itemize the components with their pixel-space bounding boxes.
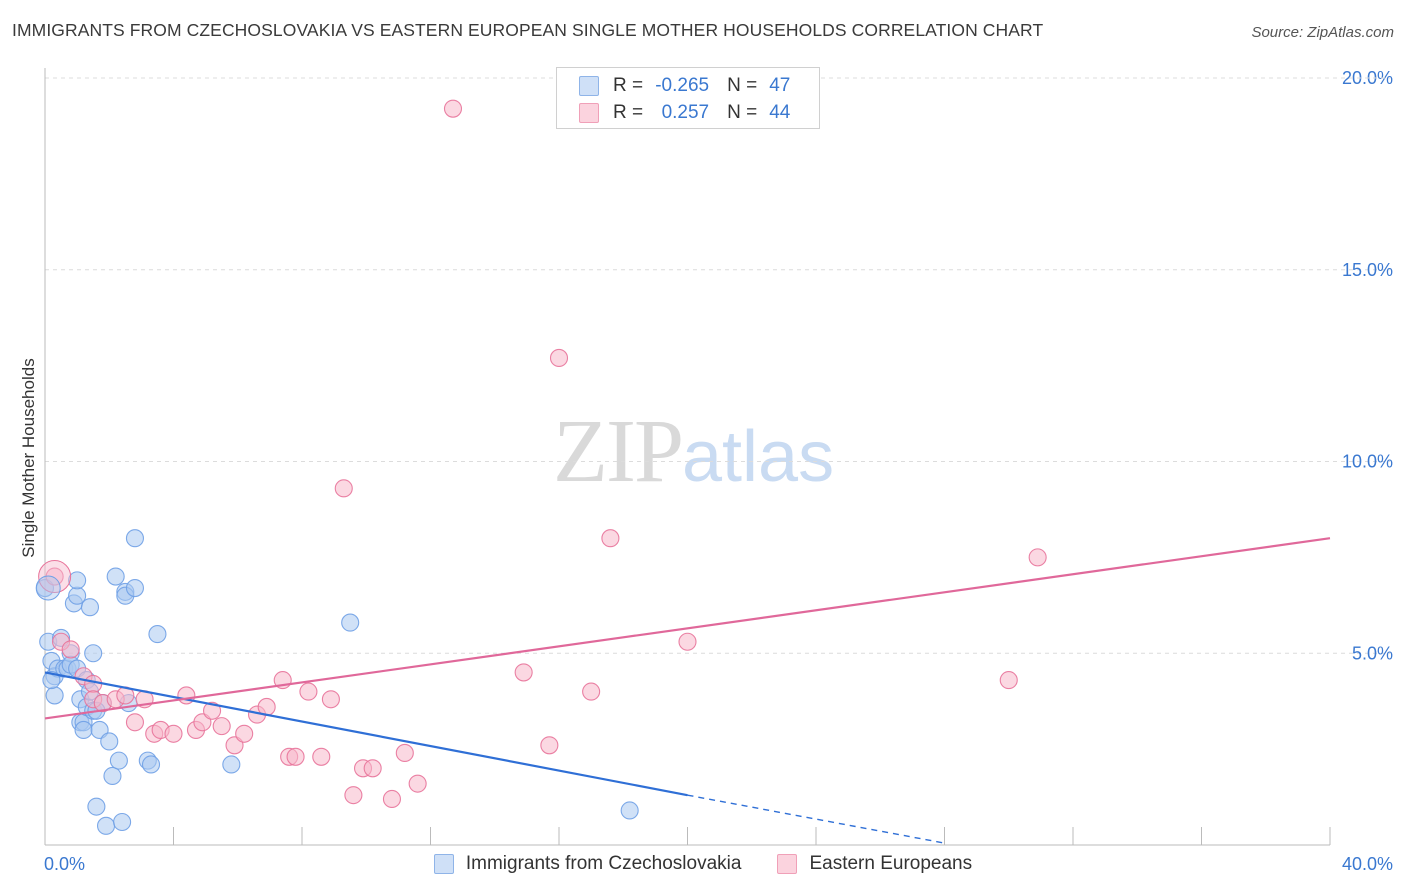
point-czechoslovakia [109, 751, 128, 770]
point-eastern-europeans [443, 99, 463, 118]
point-eastern-europeans [363, 759, 382, 778]
point-czechoslovakia [141, 755, 161, 774]
point-eastern-europeans [549, 348, 569, 368]
watermark: ZIPatlas [553, 400, 834, 503]
point-eastern-europeans [334, 479, 353, 498]
point-eastern-europeans [321, 690, 340, 709]
point-czechoslovakia [148, 625, 167, 644]
point-czechoslovakia [87, 797, 106, 816]
point-czechoslovakia [222, 755, 241, 774]
trend-line-eastern-europeans [44, 537, 1331, 720]
point-eastern-europeans [601, 529, 620, 548]
n-label: N = [727, 102, 758, 123]
point-eastern-europeans [84, 674, 103, 693]
x-tick-label: 0.0% [44, 854, 85, 874]
point-czechoslovakia [35, 575, 61, 601]
legend-item-czechoslovakia: Immigrants from Czechoslovakia [433, 853, 742, 875]
legend-swatch-pink [777, 854, 798, 874]
point-czechoslovakia [45, 686, 64, 705]
source-label: Source: ZipAtlas.com [1251, 24, 1394, 41]
point-czechoslovakia [100, 732, 119, 751]
point-czechoslovakia [84, 644, 103, 663]
point-czechoslovakia [113, 812, 132, 832]
point-czechoslovakia [125, 529, 144, 548]
point-eastern-europeans [286, 747, 305, 766]
point-eastern-europeans [299, 682, 318, 701]
r-value: 0.257 [661, 102, 710, 123]
r-label: R = [613, 102, 644, 123]
point-eastern-europeans [235, 724, 254, 743]
y-tick-label: 10.0% [1342, 452, 1393, 472]
point-czechoslovakia [74, 720, 93, 740]
point-eastern-europeans [408, 774, 427, 793]
point-eastern-europeans [344, 786, 363, 805]
point-czechoslovakia [341, 613, 360, 632]
legend-swatch-blue [579, 76, 599, 96]
watermark-atlas: atlas [682, 417, 835, 497]
point-eastern-europeans [38, 560, 72, 594]
point-czechoslovakia [96, 816, 116, 835]
legend-stats-row-czechoslovakia: R = -0.265 N = 47 [579, 74, 790, 98]
legend-series: Immigrants from Czechoslovakia Eastern E… [0, 850, 1406, 878]
point-czechoslovakia [620, 801, 639, 820]
point-czechoslovakia [125, 579, 144, 598]
y-axis-title: Single Mother Households [19, 358, 38, 558]
point-czechoslovakia [68, 571, 87, 590]
legend-swatch-blue [433, 854, 454, 874]
point-eastern-europeans [395, 743, 414, 763]
point-eastern-europeans [125, 713, 144, 732]
n-value: 47 [769, 75, 791, 96]
x-tick-label: 40.0% [1342, 854, 1393, 874]
chart-title: IMMIGRANTS FROM CZECHOSLOVAKIA VS EASTER… [12, 20, 1044, 40]
point-eastern-europeans [203, 701, 222, 720]
point-czechoslovakia [80, 598, 100, 617]
y-tick-label: 5.0% [1352, 643, 1393, 663]
point-eastern-europeans [514, 663, 533, 682]
point-czechoslovakia [42, 671, 61, 690]
trend-line-czechoslovakia [44, 671, 688, 797]
legend-swatch-pink [579, 103, 599, 123]
watermark-zip: ZIP [553, 402, 684, 501]
legend-label: Eastern Europeans [809, 853, 973, 874]
point-eastern-europeans [312, 747, 331, 766]
n-value: 44 [769, 102, 791, 123]
legend-stats: R = -0.265 N = 47 R = 0.257 N = 44 [556, 67, 820, 129]
point-eastern-europeans [582, 682, 601, 701]
r-value: -0.265 [655, 75, 710, 96]
point-eastern-europeans [999, 671, 1018, 690]
point-eastern-europeans [61, 640, 80, 659]
point-eastern-europeans [1028, 548, 1047, 567]
point-czechoslovakia [103, 766, 122, 786]
legend-stats-row-eastern-europeans: R = 0.257 N = 44 [579, 101, 790, 125]
point-eastern-europeans [382, 789, 402, 809]
r-label: R = [613, 75, 644, 96]
legend-label: Immigrants from Czechoslovakia [465, 853, 742, 874]
point-eastern-europeans [540, 736, 559, 755]
point-eastern-europeans [212, 717, 231, 736]
point-eastern-europeans [164, 724, 183, 743]
legend-item-eastern-europeans: Eastern Europeans [777, 853, 972, 875]
n-label: N = [727, 75, 758, 96]
y-tick-label: 15.0% [1342, 260, 1393, 280]
point-czechoslovakia [106, 567, 125, 586]
point-eastern-europeans [678, 632, 697, 651]
